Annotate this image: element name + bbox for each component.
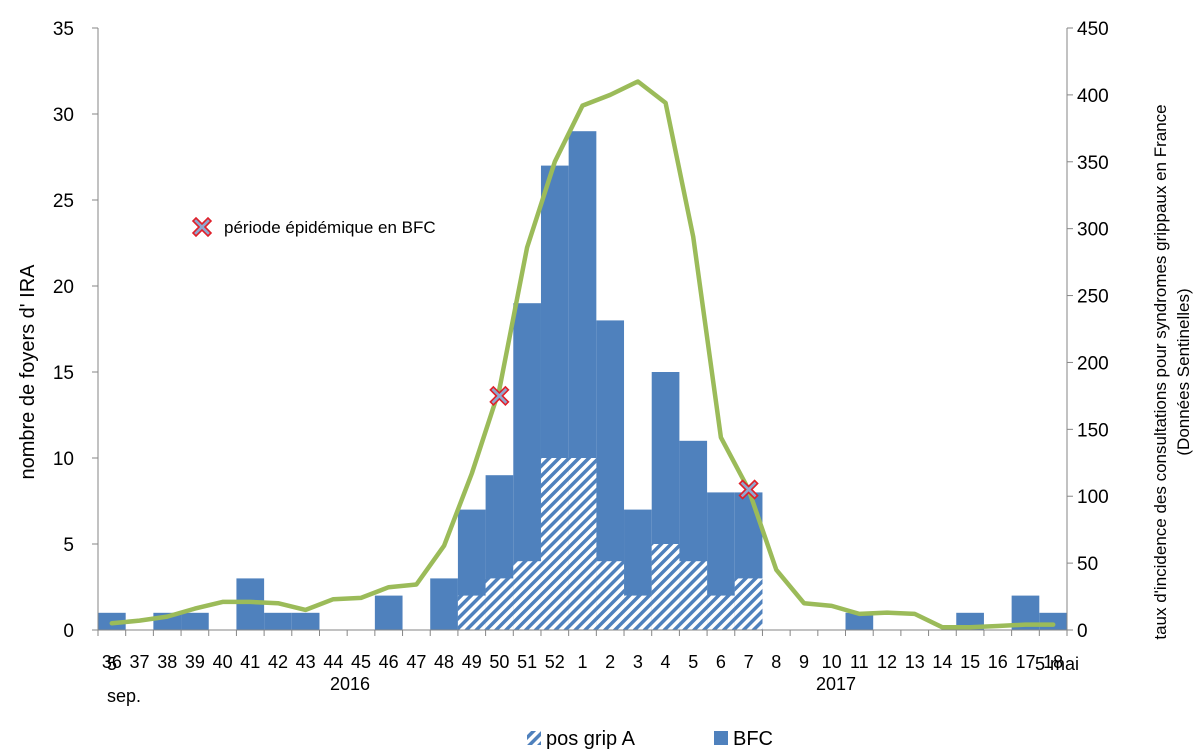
legend-label-bfc: BFC	[733, 728, 773, 749]
bar-bfc-week-43	[291, 612, 320, 630]
bar-bfc-week-42	[264, 612, 292, 630]
x-start-day: 5	[107, 654, 117, 674]
y-right-axis-label-line2: (Données Sentinelles)	[1174, 288, 1193, 455]
legend-label-pos-grip-a: pos grip A	[546, 728, 636, 749]
x-tick-label-week-46: 46	[379, 652, 399, 672]
epidemic-marker-icon	[191, 216, 213, 238]
x-tick-label-week-13: 13	[905, 652, 925, 672]
x-tick-label-week-37: 37	[130, 652, 150, 672]
x-tick-label-week-41: 41	[240, 652, 260, 672]
legend-swatch-pos-grip-a	[527, 731, 541, 745]
y-left-tick-label: 20	[53, 277, 74, 298]
y-right-tick-label: 250	[1077, 287, 1109, 308]
x-year-2016: 2016	[330, 674, 370, 694]
x-tick-label-week-8: 8	[771, 652, 781, 672]
x-tick-label-week-11: 11	[850, 652, 869, 672]
x-tick-label-week-47: 47	[406, 652, 426, 672]
y-right-tick-label: 100	[1077, 487, 1109, 508]
x-tick-label-week-18: 18	[1043, 652, 1063, 672]
bar-pos-grip-a-week-7	[734, 578, 763, 630]
x-end-date: 5 mai	[1035, 654, 1079, 674]
bar-bfc-week-18	[1039, 612, 1067, 630]
y-left-tick-label: 5	[63, 535, 74, 556]
y-left-tick-label: 15	[53, 363, 74, 384]
x-start-month: sep.	[107, 686, 141, 706]
epidemic-marker-week-50	[489, 385, 510, 407]
x-tick-label-week-1: 1	[577, 652, 587, 672]
bar-pos-grip-a-week-50	[485, 578, 514, 630]
x-tick-label-week-4: 4	[661, 652, 671, 672]
y-right-tick-label: 150	[1077, 420, 1109, 441]
x-tick-label-week-48: 48	[434, 652, 454, 672]
x-tick-label-week-16: 16	[988, 652, 1008, 672]
bar-pos-grip-a-week-6	[707, 595, 735, 630]
x-tick-label-week-2: 2	[605, 652, 615, 672]
x-tick-label-week-12: 12	[877, 652, 897, 672]
epidemic-annotation-text: période épidémique en BFC	[224, 218, 436, 237]
x-tick-label-week-50: 50	[489, 652, 509, 672]
y-right-tick-label: 50	[1077, 554, 1098, 575]
epidemic-marker-week-7	[738, 479, 759, 500]
bar-bfc-week-11	[845, 612, 874, 630]
bar-pos-grip-a-week-52	[540, 458, 569, 630]
y-left-tick-label: 35	[53, 19, 74, 40]
y-left-tick-label: 0	[63, 621, 74, 642]
axes: 0510152025303505010015020025030035040045…	[53, 19, 1109, 672]
y-right-tick-label: 450	[1077, 19, 1109, 40]
x-tick-label-week-9: 9	[799, 652, 809, 672]
y-right-tick-label: 400	[1077, 86, 1109, 107]
x-tick-label-week-15: 15	[960, 652, 980, 672]
y-right-tick-label: 350	[1077, 153, 1109, 174]
bar-bfc-week-46	[374, 595, 403, 630]
x-tick-label-week-6: 6	[716, 652, 726, 672]
x-tick-label-week-42: 42	[268, 652, 288, 672]
plot-area	[98, 79, 1067, 630]
y-right-tick-label: 0	[1077, 621, 1088, 642]
x-year-2017: 2017	[816, 674, 856, 694]
bar-pos-grip-a-week-51	[513, 561, 541, 630]
legend: pos grip A BFC	[527, 728, 773, 749]
x-tick-label-week-3: 3	[633, 652, 643, 672]
x-tick-label-week-5: 5	[688, 652, 698, 672]
x-tick-label-week-38: 38	[157, 652, 177, 672]
y-right-tick-label: 200	[1077, 353, 1109, 374]
epidemic-marker-icon	[738, 479, 759, 500]
x-tick-label-week-36: 36	[102, 652, 122, 672]
bar-pos-grip-a-week-5	[679, 561, 708, 630]
x-tick-label-week-17: 17	[1015, 652, 1035, 672]
x-tick-label-week-51: 51	[517, 652, 537, 672]
legend-swatch-bfc	[714, 731, 728, 745]
incidence-line	[109, 79, 1056, 630]
epidemic-annotation: période épidémique en BFC	[191, 216, 436, 238]
x-tick-label-week-39: 39	[185, 652, 205, 672]
y-left-tick-label: 30	[53, 105, 74, 126]
x-tick-label-week-43: 43	[296, 652, 316, 672]
x-tick-label-week-10: 10	[822, 652, 842, 672]
y-right-axis-label-line1: taux d'incidence des consultations pour …	[1151, 104, 1170, 639]
x-tick-label-week-44: 44	[323, 652, 343, 672]
x-tick-label-week-49: 49	[462, 652, 482, 672]
bar-pos-grip-a-week-1	[568, 458, 597, 630]
y-left-tick-label: 10	[53, 449, 74, 470]
x-tick-label-week-14: 14	[932, 652, 952, 672]
bar-bfc-week-48	[430, 578, 458, 630]
x-tick-label-week-7: 7	[744, 652, 754, 672]
epidemic-marker-icon	[489, 385, 510, 407]
bar-pos-grip-a-week-2	[596, 561, 625, 630]
bar-pos-grip-a-week-4	[651, 544, 680, 630]
bar-pos-grip-a-week-3	[624, 595, 652, 630]
y-left-tick-label: 25	[53, 191, 74, 212]
y-right-tick-label: 300	[1077, 220, 1109, 241]
y-left-axis-label: nombre de foyers d' IRA	[17, 264, 39, 480]
x-tick-label-week-40: 40	[213, 652, 233, 672]
x-tick-label-week-52: 52	[545, 652, 565, 672]
x-tick-label-week-45: 45	[351, 652, 371, 672]
bar-pos-grip-a-week-49	[457, 595, 486, 630]
bar-bfc-week-39	[181, 612, 209, 630]
